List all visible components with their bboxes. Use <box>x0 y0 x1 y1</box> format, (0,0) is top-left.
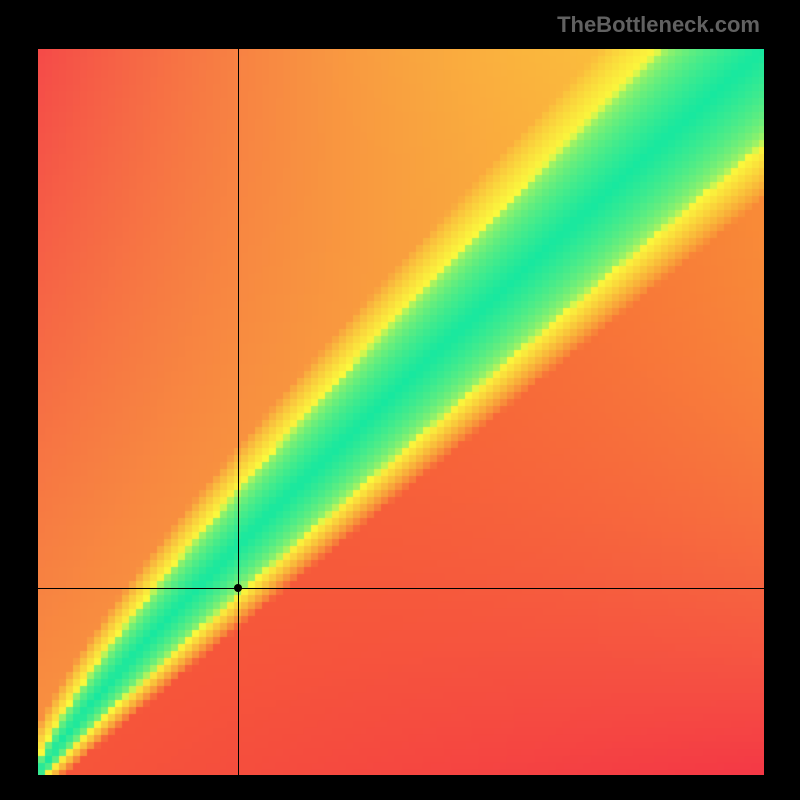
crosshair-point <box>234 584 242 592</box>
heatmap-plot <box>38 49 764 775</box>
crosshair-vertical <box>238 49 239 775</box>
watermark-text: TheBottleneck.com <box>557 12 760 38</box>
crosshair-horizontal <box>38 588 764 589</box>
heatmap-canvas <box>38 49 764 775</box>
